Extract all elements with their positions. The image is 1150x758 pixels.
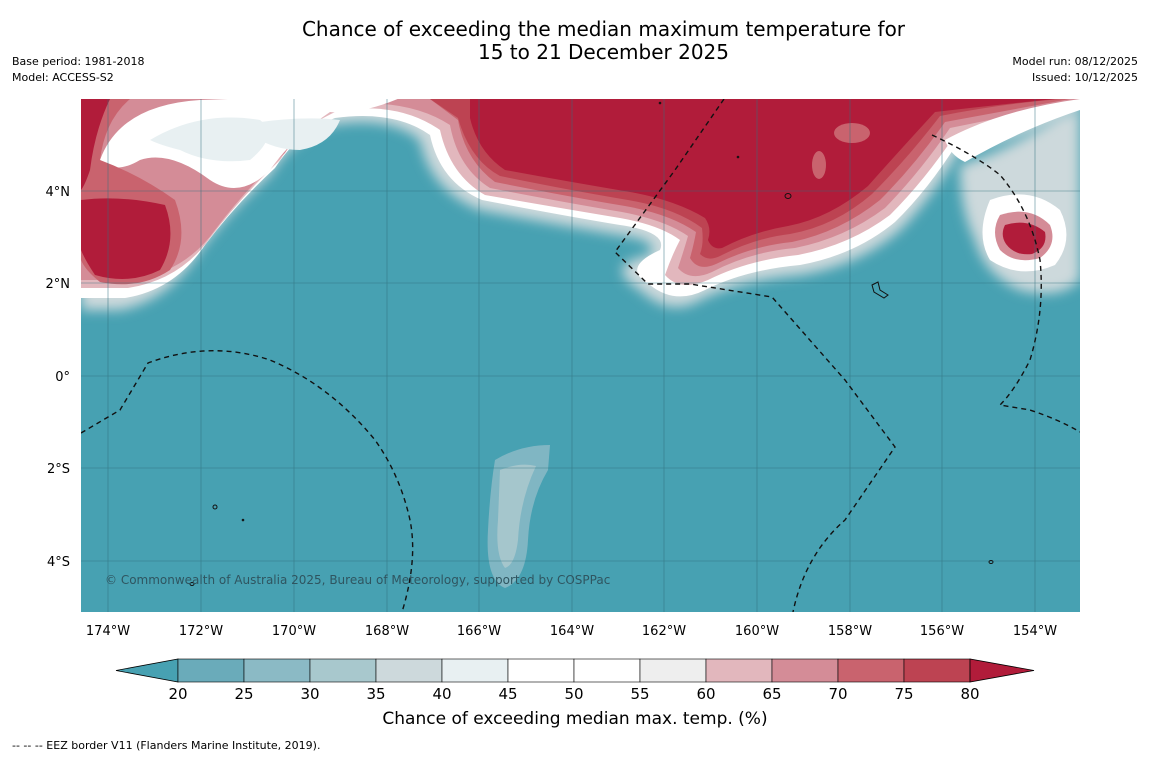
island <box>784 193 792 199</box>
metadata-left: Base period: 1981-2018 Model: ACCESS-S2 <box>12 54 144 86</box>
colorbar-segment <box>903 658 971 683</box>
colorbar-segment <box>177 658 245 683</box>
lon-label: 156°W <box>920 624 964 639</box>
lat-label: 4°N <box>46 185 71 200</box>
model-name: Model: ACCESS-S2 <box>12 71 114 84</box>
lon-label: 170°W <box>272 624 316 639</box>
colorbar-tick: 20 <box>168 685 187 703</box>
eez-border-central <box>614 99 896 612</box>
island <box>658 101 662 105</box>
lon-label: 160°W <box>735 624 779 639</box>
eez-border-west <box>81 350 414 612</box>
lon-label: 154°W <box>1013 624 1057 639</box>
colorbar-segment <box>243 658 311 683</box>
lat-label: 4°S <box>47 555 70 570</box>
title-line-2: 15 to 21 December 2025 <box>477 40 729 64</box>
warm-region <box>81 99 1080 310</box>
island <box>871 281 889 299</box>
map-title: Chance of exceeding the median maximum t… <box>0 18 1150 64</box>
colorbar-extend-low <box>115 658 179 683</box>
lon-label: 162°W <box>642 624 686 639</box>
island <box>189 582 195 586</box>
islands <box>189 101 994 586</box>
colorbar-segment <box>573 658 641 683</box>
longitude-labels: 174°W 172°W 170°W 168°W 166°W 164°W 162°W 160°W… <box>86 624 1057 639</box>
colorbar-segment <box>639 658 707 683</box>
colorbar-segment <box>309 658 377 683</box>
lon-label: 164°W <box>550 624 594 639</box>
colorbar-extend-high <box>969 658 1035 683</box>
colorbar-ticks: 20 25 30 35 40 45 50 55 60 65 70 75 80 <box>168 685 979 703</box>
metadata-right: Model run: 08/12/2025 Issued: 10/12/2025 <box>1012 54 1138 86</box>
issued-date: Issued: 10/12/2025 <box>1031 71 1138 84</box>
base-period: Base period: 1981-2018 <box>12 55 145 68</box>
colorbar-segment <box>837 658 905 683</box>
title-line-1: Chance of exceeding the median maximum t… <box>301 17 906 41</box>
colorbar <box>115 658 1035 683</box>
lon-label: 168°W <box>365 624 409 639</box>
lon-label: 172°W <box>179 624 223 639</box>
graticule <box>81 99 1080 612</box>
colorbar-tick: 25 <box>234 685 253 703</box>
colorbar-segment <box>375 658 443 683</box>
colorbar-tick: 60 <box>696 685 715 703</box>
model-run: Model run: 08/12/2025 <box>1012 55 1138 68</box>
map-field: © Commonwealth of Australia 2025, Bureau… <box>81 99 1080 612</box>
colorbar-tick: 50 <box>564 685 583 703</box>
lat-label: 2°S <box>47 462 70 477</box>
island <box>736 155 740 159</box>
colorbar-tick: 55 <box>630 685 649 703</box>
colorbar-segment <box>441 658 509 683</box>
island <box>988 560 994 564</box>
island <box>241 518 245 522</box>
colorbar-tick: 45 <box>498 685 517 703</box>
colorbar-segment <box>771 658 839 683</box>
footer-note: -- -- -- EEZ border V11 (Flanders Marine… <box>12 739 321 752</box>
colorbar-tick: 75 <box>894 685 913 703</box>
lon-label: 158°W <box>828 624 872 639</box>
colorbar-segment <box>507 658 575 683</box>
island <box>212 504 218 510</box>
colorbar-segment <box>705 658 773 683</box>
colorbar-tick: 35 <box>366 685 385 703</box>
lat-label: 0° <box>55 370 70 385</box>
lat-label: 2°N <box>46 277 71 292</box>
latitude-labels: 4°N 2°N 0° 2°S 4°S <box>46 185 71 570</box>
colorbar-tick: 70 <box>828 685 847 703</box>
colorbar-label: Chance of exceeding median max. temp. (%… <box>382 709 768 729</box>
colorbar-tick: 80 <box>960 685 979 703</box>
colorbar-tick: 40 <box>432 685 451 703</box>
eez-border-east <box>931 134 1080 433</box>
colorbar-tick: 65 <box>762 685 781 703</box>
copyright-notice: © Commonwealth of Australia 2025, Bureau… <box>105 573 610 587</box>
eez-borders <box>81 99 1080 612</box>
colorbar-tick: 30 <box>300 685 319 703</box>
lon-label: 174°W <box>86 624 130 639</box>
lon-label: 166°W <box>457 624 501 639</box>
